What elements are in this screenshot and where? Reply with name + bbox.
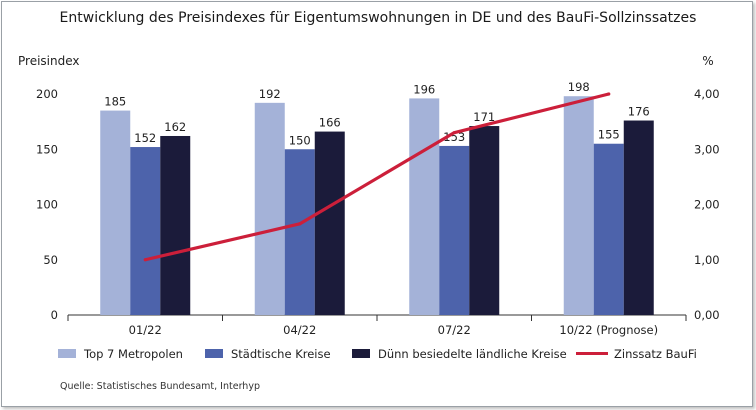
bar <box>160 135 191 315</box>
bar-data-label: 150 <box>289 133 311 147</box>
line-point <box>452 131 456 135</box>
y-tick-label: 200 <box>36 87 58 101</box>
legend-swatch <box>352 349 370 358</box>
legend-label: Dünn besiedelte ländliche Kreise <box>378 347 567 361</box>
y2-tick-label: 2,00 <box>694 198 720 212</box>
line-point <box>298 222 302 226</box>
bar-data-label: 185 <box>104 95 126 109</box>
legend-label: Zinssatz BauFi <box>614 347 697 361</box>
bar <box>100 110 131 315</box>
bar-data-label: 176 <box>628 105 650 119</box>
source-note: Quelle: Statistisches Bundesamt, Interhy… <box>60 381 260 392</box>
bar-data-label: 166 <box>319 116 341 130</box>
bar <box>314 131 345 315</box>
x-category-label: 10/22 (Prognose) <box>559 323 658 337</box>
bar <box>284 149 315 315</box>
bar-data-label: 153 <box>443 130 465 144</box>
bar <box>593 143 624 315</box>
legend-label: Städtische Kreise <box>231 347 331 361</box>
bar <box>254 102 285 315</box>
line-point <box>143 258 147 262</box>
y-tick-label: 50 <box>43 253 58 267</box>
legend: Top 7 Metropolen Städtische Kreise Dünn be… <box>58 347 697 361</box>
y2-tick-label: 1,00 <box>694 253 720 267</box>
plot-area: 0 50 100 150 200 0,00 1,00 2,00 3,00 4,00 185 152 16… <box>36 80 720 337</box>
bar-data-label: 171 <box>473 110 495 124</box>
bar-data-label: 196 <box>413 82 435 96</box>
bar-data-label: 155 <box>598 128 620 142</box>
chart-title: Entwicklung des Preisindexes für Eigentu… <box>60 10 697 26</box>
bar-data-label: 192 <box>259 87 281 101</box>
y2-tick-label: 0,00 <box>694 308 720 322</box>
y2-axis-label: % <box>702 54 713 68</box>
bar <box>623 120 654 316</box>
bar <box>130 147 161 315</box>
y-axis-label: Preisindex <box>18 54 80 68</box>
bar-data-label: 198 <box>568 80 590 94</box>
bar <box>469 126 500 315</box>
y-tick-label: 150 <box>36 142 58 156</box>
y-tick-label: 0 <box>51 308 58 322</box>
bar <box>439 145 470 315</box>
y-tick-label: 100 <box>36 198 58 212</box>
bar-data-label: 152 <box>134 131 156 145</box>
legend-label: Top 7 Metropolen <box>83 347 183 361</box>
legend-swatch <box>58 349 76 358</box>
line-point <box>607 92 611 96</box>
bar <box>563 96 594 316</box>
line-series-zinssatz <box>144 92 610 262</box>
bar-data-label: 162 <box>164 120 186 134</box>
legend-swatch <box>205 349 223 358</box>
x-category-label: 04/22 <box>283 323 316 337</box>
x-category-label: 07/22 <box>438 323 471 337</box>
y2-tick-label: 4,00 <box>694 87 720 101</box>
y2-tick-label: 3,00 <box>694 142 720 156</box>
x-category-label: 01/22 <box>129 323 162 337</box>
bar <box>409 98 440 315</box>
